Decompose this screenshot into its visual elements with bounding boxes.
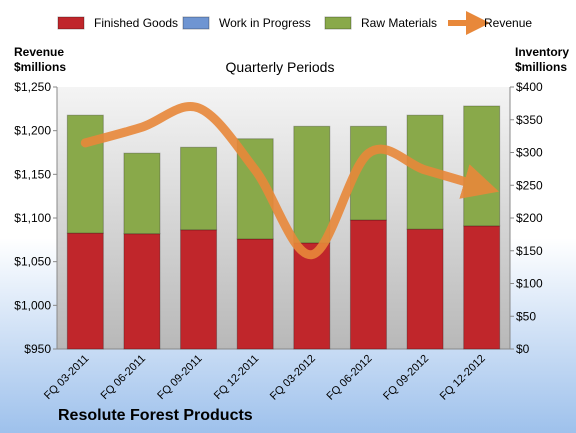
x-tick-label: FQ 06-2012: [325, 353, 375, 403]
legend-label: Revenue: [484, 16, 532, 30]
bar-segment: [293, 125, 331, 244]
legend-label: Work in Progress: [219, 16, 311, 30]
x-tick-label: FQ 09-2012: [381, 353, 431, 403]
y2-tick-label: $50: [516, 309, 536, 323]
y-tick-label: $1,000: [14, 298, 51, 312]
y2-tick-label: $0: [516, 342, 530, 356]
y-tick-label: $950: [24, 342, 51, 356]
bar-segment: [180, 146, 218, 231]
bar-segment: [463, 225, 501, 350]
y2-tick-label: $100: [516, 277, 543, 291]
footer: Resolute Forest Products: [58, 407, 253, 424]
y-tick-label: $1,250: [14, 80, 51, 94]
y-tick-label: $1,150: [14, 167, 51, 181]
y2-tick-label: $200: [516, 211, 543, 225]
y2-tick-label: $350: [516, 113, 543, 127]
y2-tick-label: $150: [516, 244, 543, 258]
y2-axis-title: Inventory $millions: [515, 45, 570, 74]
revenue-line: [80, 102, 499, 260]
legend-swatch: [324, 16, 352, 30]
y-tick-label: $1,100: [14, 211, 51, 225]
y-tick-label: $1,200: [14, 124, 51, 138]
bar-segment: [349, 219, 387, 350]
bar-segment: [66, 232, 104, 350]
bar-segment: [66, 114, 104, 234]
bar-segment: [123, 152, 161, 235]
legend-label: Raw Materials: [361, 16, 437, 30]
bar-segment: [123, 233, 161, 350]
x-tick-label: FQ 06-2011: [99, 353, 148, 402]
y-tick-label: $1,050: [14, 255, 51, 269]
y2-tick-label: $300: [516, 146, 543, 160]
y2-tick-label: $400: [516, 80, 543, 94]
legend-swatch: [182, 16, 210, 30]
x-tick-label: FQ 09-2011: [155, 353, 204, 402]
legend-swatch: [57, 16, 85, 30]
chart-title: Quarterly Periods: [226, 59, 335, 75]
bar-segment: [180, 229, 218, 350]
x-tick-label: FQ 03-2012: [268, 353, 318, 403]
bar-segment: [463, 105, 501, 227]
x-tick-label: FQ 12-2012: [438, 353, 488, 403]
y-axis-title: Revenue $millions: [14, 45, 67, 74]
bar-segment: [236, 238, 274, 350]
legend-label: Finished Goods: [94, 16, 178, 30]
bar-segment: [293, 242, 331, 350]
x-tick-label: FQ 03-2011: [42, 353, 91, 402]
y2-tick-label: $250: [516, 178, 543, 192]
bar-segment: [406, 228, 444, 350]
x-tick-label: FQ 12-2011: [212, 353, 261, 402]
